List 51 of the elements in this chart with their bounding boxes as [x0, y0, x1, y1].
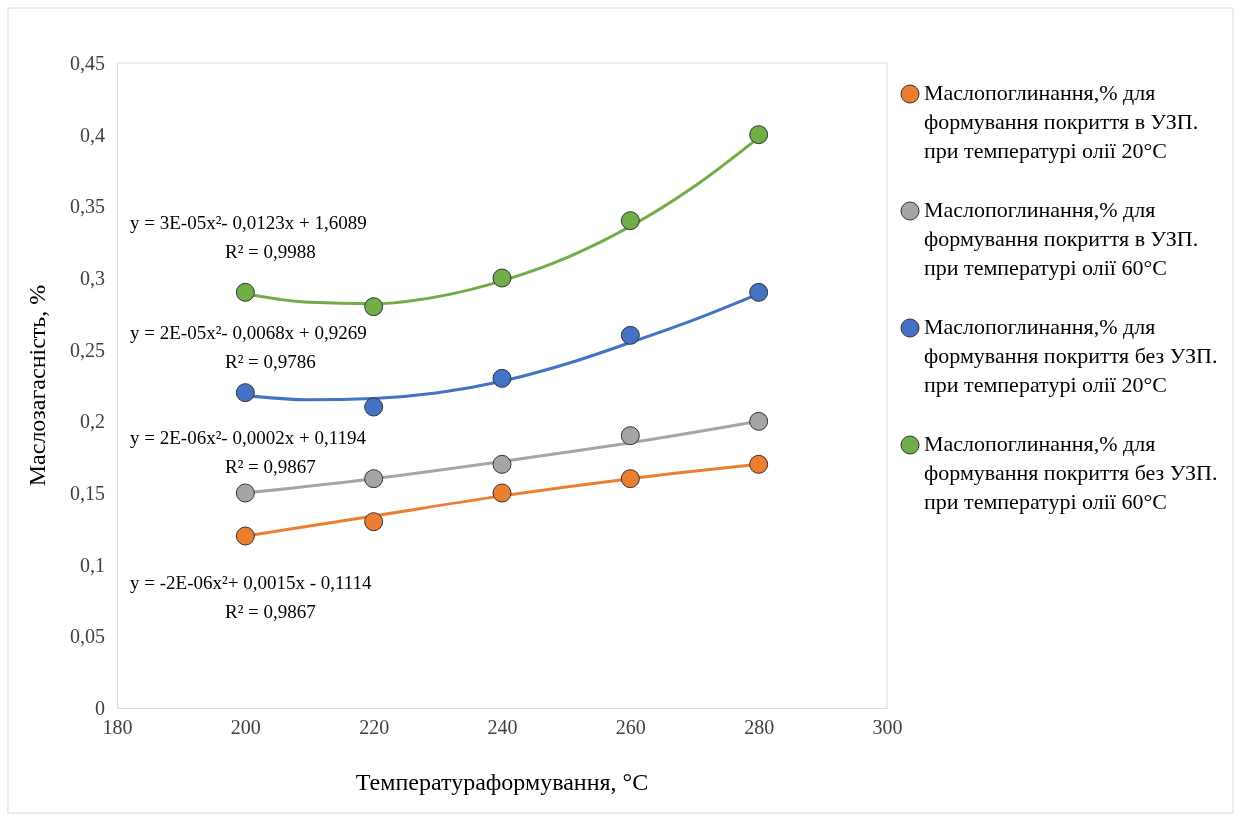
legend-label: Маслопоглинання,% для формування покриття в УЗП. при температурі олії 20°C — [924, 80, 1199, 163]
point — [620, 211, 640, 231]
x-tick-label: 280 — [744, 716, 775, 739]
annotation: R² = 0,9988 — [225, 241, 316, 262]
point — [620, 325, 640, 345]
point — [235, 282, 255, 302]
point — [364, 397, 384, 417]
point — [492, 454, 512, 474]
point — [235, 526, 255, 546]
point — [620, 469, 640, 489]
point — [364, 297, 384, 317]
y-tick-label: 0,4 — [80, 123, 105, 146]
point — [364, 469, 384, 489]
legend-label: Маслопоглинання,% для формування покриття в УЗП. при температурі олії 60°C — [924, 197, 1199, 280]
y-tick-label: 0,15 — [70, 481, 105, 504]
point — [749, 125, 769, 145]
point — [364, 512, 384, 532]
x-tick-label: 200 — [230, 716, 261, 739]
y-tick-label: 0,2 — [80, 410, 105, 433]
y-tick-label: 0,05 — [70, 625, 105, 648]
y-tick-label: 0 — [95, 696, 105, 719]
x-tick-label: 220 — [359, 716, 390, 739]
annotation: R² = 0,9867 — [225, 456, 316, 477]
y-axis-title: Маслозагасність, % — [24, 284, 50, 487]
point — [749, 411, 769, 431]
annotation: y = 2E-06x²- 0,0002x + 0,1194 — [130, 427, 367, 448]
legend-label: Маслопоглинання,% для формування покриття без УЗП. при температурі олії 60°C — [924, 431, 1218, 514]
point — [749, 282, 769, 302]
point — [620, 426, 640, 446]
point — [492, 268, 512, 288]
x-tick-label: 260 — [615, 716, 646, 739]
point — [492, 368, 512, 388]
x-tick-label: 300 — [872, 716, 903, 739]
x-axis-title: Температураформування, °C — [355, 769, 649, 795]
y-tick-label: 0,3 — [80, 266, 105, 289]
x-tick-label: 180 — [102, 716, 133, 739]
y-tick-label: 0,25 — [70, 338, 105, 361]
legend-label: Маслопоглинання,% для формування покриття без УЗП. при температурі олії 20°C — [924, 314, 1218, 397]
x-tick-label: 240 — [487, 716, 518, 739]
annotation: y = -2E-06x²+ 0,0015x - 0,1114 — [130, 572, 373, 593]
y-tick-label: 0,1 — [80, 553, 105, 576]
annotation: y = 2E-05x²- 0,0068x + 0,9269 — [130, 322, 367, 343]
y-tick-label: 0,35 — [70, 195, 105, 218]
point — [235, 483, 255, 503]
annotation: y = 3E-05x²- 0,0123x + 1,6089 — [130, 212, 367, 233]
annotation: R² = 0,9867 — [225, 601, 316, 622]
point — [235, 383, 255, 403]
y-tick-label: 0,45 — [70, 51, 105, 74]
annotation: R² = 0,9786 — [225, 351, 316, 372]
point — [749, 454, 769, 474]
point — [492, 483, 512, 503]
